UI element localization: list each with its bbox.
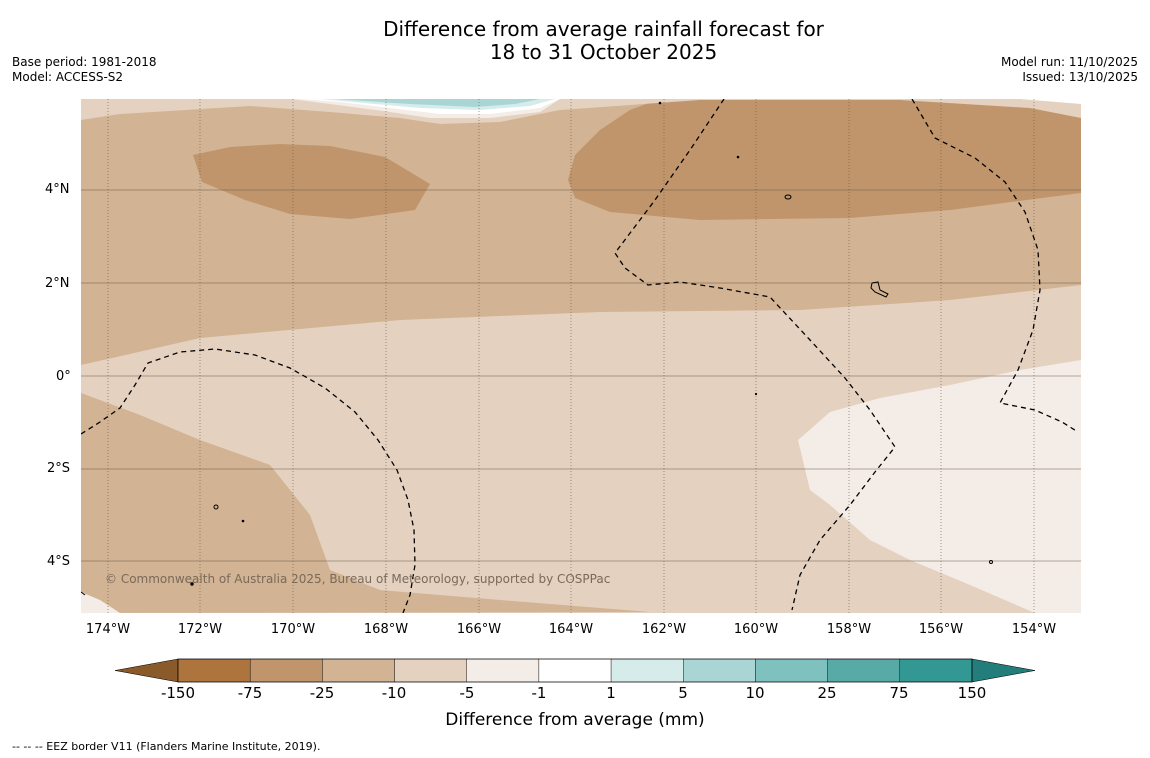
colorbar-over-arrow	[971, 658, 1036, 683]
meta-left: Base period: 1981-2018 Model: ACCESS-S2	[12, 55, 157, 85]
colorbar-tick-label: 10	[745, 684, 765, 702]
model-run: Model run: 11/10/2025	[1000, 55, 1138, 69]
island-1	[784, 194, 792, 200]
islands	[81, 101, 993, 596]
colorbar-cell	[249, 658, 323, 683]
colorbar-tick-label: 25	[817, 684, 837, 702]
region-dry-sw-fringe	[81, 592, 120, 613]
map-area	[81, 99, 1081, 613]
region-near-dry-southeast	[798, 360, 1081, 613]
title-line-2: 18 to 31 October 2025	[489, 40, 718, 64]
colorbar-tick-label: 5	[678, 684, 688, 702]
eez-borders	[81, 99, 1079, 613]
colorbar-title: Difference from average (mm)	[445, 710, 705, 730]
island-4	[736, 155, 740, 159]
lon-label-166w: 166°W	[456, 622, 502, 637]
colorbar-tick-label: 1	[606, 684, 616, 702]
colorbar-cell	[755, 658, 828, 683]
lon-label-170w: 170°W	[270, 622, 316, 637]
colorbar-cell	[177, 658, 251, 683]
lat-label-2n: 2°N	[45, 276, 70, 291]
colorbar-under-arrow	[114, 658, 179, 683]
region-very-dry-east	[568, 99, 1081, 220]
colorbar	[114, 658, 1036, 683]
title-line-1: Difference from average rainfall forecas…	[383, 17, 824, 41]
colorbar-frame	[177, 658, 973, 683]
lat-label-2s: 2°S	[47, 461, 71, 476]
colorbar-cell	[466, 658, 540, 683]
issued-date: Issued: 13/10/2025	[1022, 70, 1138, 84]
eez-footnote: -- -- -- EEZ border V11 (Flanders Marine…	[12, 740, 321, 753]
lon-label-172w: 172°W	[177, 622, 223, 637]
colorbar-tick-label: -5	[459, 684, 475, 702]
island-7	[190, 582, 194, 586]
colorbar-tick-label: -10	[381, 684, 407, 702]
base-period: Base period: 1981-2018	[12, 55, 157, 69]
lat-label-0: 0°	[56, 369, 71, 384]
lon-label-160w: 160°W	[733, 622, 779, 637]
region-north-wet	[335, 99, 540, 107]
colorbar-tick-label: 75	[889, 684, 909, 702]
island-3	[989, 560, 993, 564]
colorbar-cell	[827, 658, 901, 683]
colorbar-cell	[683, 658, 756, 683]
copyright-notice: © Commonwealth of Australia 2025, Bureau…	[105, 572, 611, 586]
lat-label-4n: 4°N	[45, 182, 70, 197]
island-atoll	[870, 281, 889, 298]
colorbar-cell	[538, 658, 612, 683]
colorbar-tick-label: -150	[160, 684, 196, 702]
lon-label-162w: 162°W	[641, 622, 687, 637]
island-8	[754, 392, 758, 396]
colorbar-tick-label: 150	[957, 684, 987, 702]
meta-right: Model run: 11/10/2025 Issued: 13/10/2025	[1001, 55, 1138, 85]
region-very-dry-west	[193, 144, 430, 219]
lon-label-158w: 158°W	[826, 622, 872, 637]
eez-border-central	[614, 99, 896, 611]
colorbar-cell	[322, 658, 395, 683]
colorbar-cell	[394, 658, 467, 683]
lon-label-174w: 174°W	[85, 622, 131, 637]
lon-label-164w: 164°W	[548, 622, 594, 637]
lon-label-156w: 156°W	[918, 622, 964, 637]
island-5	[658, 101, 662, 105]
eez-border-east	[911, 99, 1079, 433]
colorbar-cell	[610, 658, 684, 683]
graticule	[81, 99, 1081, 613]
chart-title: Difference from average rainfall forecas…	[0, 18, 1150, 64]
region-north-fringe	[81, 99, 1081, 124]
colorbar-tick-label: -1	[531, 684, 547, 702]
lon-label-168w: 168°W	[363, 622, 409, 637]
region-dry-southwest	[81, 393, 650, 613]
island-2	[213, 504, 219, 510]
island-6	[241, 519, 245, 523]
lon-label-154w: 154°W	[1011, 622, 1057, 637]
model-name: Model: ACCESS-S2	[12, 70, 124, 84]
colorbar-cell	[899, 658, 973, 683]
colorbar-tick-label: -75	[237, 684, 263, 702]
lat-label-4s: 4°S	[47, 554, 71, 569]
colorbar-tick-label: -25	[309, 684, 335, 702]
region-ne-neutral	[1020, 99, 1081, 104]
island-9	[81, 591, 86, 596]
